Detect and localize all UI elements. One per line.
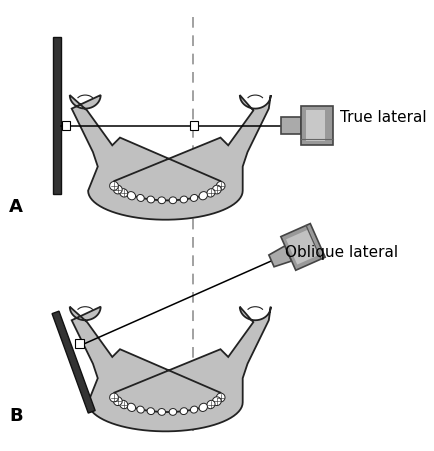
Polygon shape bbox=[268, 246, 291, 267]
Polygon shape bbox=[280, 224, 325, 271]
Ellipse shape bbox=[109, 182, 118, 191]
Ellipse shape bbox=[169, 409, 176, 415]
Ellipse shape bbox=[207, 400, 214, 409]
Ellipse shape bbox=[199, 192, 207, 200]
Text: B: B bbox=[9, 405, 23, 423]
Ellipse shape bbox=[147, 408, 154, 414]
Bar bbox=[62, 122, 70, 131]
Ellipse shape bbox=[212, 397, 220, 405]
Polygon shape bbox=[52, 312, 95, 413]
Ellipse shape bbox=[113, 186, 122, 194]
Polygon shape bbox=[69, 307, 270, 431]
Ellipse shape bbox=[190, 195, 197, 202]
Ellipse shape bbox=[169, 198, 176, 204]
Text: Oblique lateral: Oblique lateral bbox=[285, 244, 398, 260]
Bar bbox=[300, 107, 332, 146]
Ellipse shape bbox=[199, 403, 207, 412]
Polygon shape bbox=[69, 96, 270, 220]
Bar bbox=[305, 111, 324, 142]
Ellipse shape bbox=[207, 189, 214, 198]
Ellipse shape bbox=[216, 182, 224, 191]
Ellipse shape bbox=[137, 406, 144, 413]
Ellipse shape bbox=[119, 400, 128, 409]
Ellipse shape bbox=[190, 406, 197, 413]
Ellipse shape bbox=[137, 195, 144, 202]
Ellipse shape bbox=[119, 189, 128, 198]
Bar bbox=[280, 118, 300, 134]
Text: True lateral: True lateral bbox=[339, 110, 425, 124]
Ellipse shape bbox=[180, 197, 187, 203]
Text: A: A bbox=[9, 197, 23, 215]
Ellipse shape bbox=[109, 393, 118, 402]
Ellipse shape bbox=[158, 198, 165, 204]
Ellipse shape bbox=[147, 197, 154, 203]
Ellipse shape bbox=[216, 393, 224, 402]
Bar bbox=[75, 339, 84, 349]
Ellipse shape bbox=[113, 397, 122, 405]
Polygon shape bbox=[286, 230, 319, 265]
Ellipse shape bbox=[127, 403, 135, 412]
Bar bbox=[189, 122, 197, 131]
Ellipse shape bbox=[180, 408, 187, 414]
Ellipse shape bbox=[158, 409, 165, 415]
Ellipse shape bbox=[127, 192, 135, 200]
Bar bbox=[53, 38, 61, 194]
Ellipse shape bbox=[212, 186, 220, 194]
